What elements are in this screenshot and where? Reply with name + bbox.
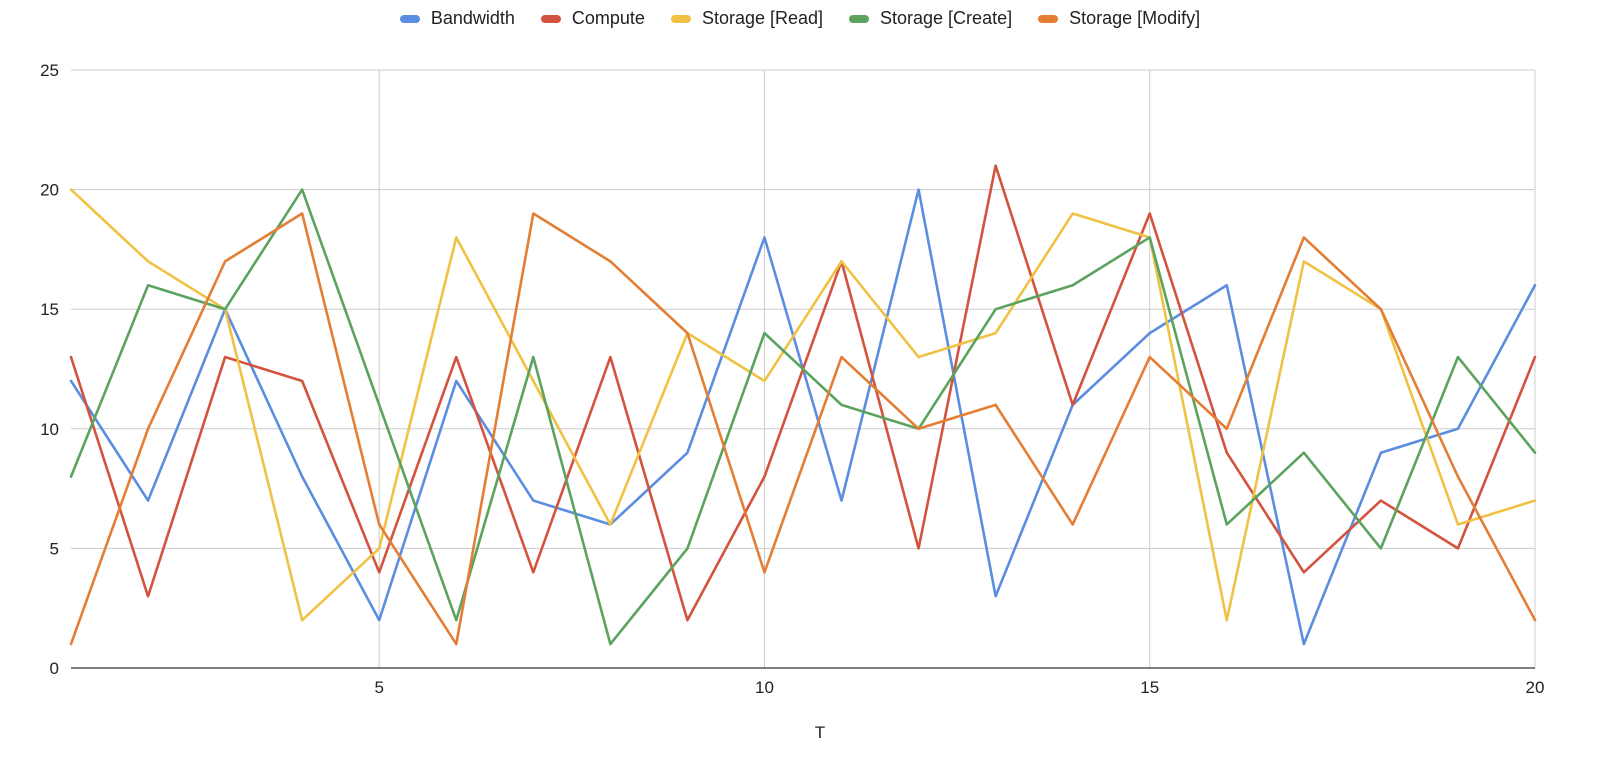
y-tick-label: 20 xyxy=(40,181,59,200)
legend-swatch xyxy=(399,14,420,23)
legend-label: Storage [Create] xyxy=(880,8,1013,28)
legend-item: Storage [Read] xyxy=(670,8,824,29)
legend-swatch xyxy=(1038,14,1059,23)
x-tick-label: 5 xyxy=(374,678,383,697)
y-tick-label: 10 xyxy=(40,420,59,439)
legend-label: Bandwidth xyxy=(430,8,515,28)
y-tick-label: 5 xyxy=(50,539,59,558)
legend-swatch xyxy=(540,14,561,23)
legend-item: Bandwidth xyxy=(399,8,515,29)
legend-label: Storage [Modify] xyxy=(1069,8,1201,28)
x-tick-label: 20 xyxy=(1526,678,1545,697)
y-tick-label: 25 xyxy=(40,61,59,80)
x-tick-label: 10 xyxy=(755,678,774,697)
series-line-4 xyxy=(69,188,1537,646)
legend-item: Compute xyxy=(540,8,645,29)
series-line-5 xyxy=(69,212,1537,646)
x-axis-title: T xyxy=(815,723,825,742)
series-line-2 xyxy=(69,164,1537,622)
y-tick-label: 15 xyxy=(40,300,59,319)
x-tick-label: 15 xyxy=(1140,678,1159,697)
legend-label: Compute xyxy=(571,8,645,28)
legend-swatch xyxy=(849,14,870,23)
legend-item: Storage [Modify] xyxy=(1038,8,1200,29)
y-tick-label: 0 xyxy=(50,659,59,678)
legend-swatch xyxy=(670,14,691,23)
chart-legend: Bandwidth Compute Storage [Read] Storage [C… xyxy=(0,8,1600,29)
legend-label: Storage [Read] xyxy=(701,8,824,28)
series-line-3 xyxy=(69,188,1537,622)
legend-item: Storage [Create] xyxy=(849,8,1012,29)
